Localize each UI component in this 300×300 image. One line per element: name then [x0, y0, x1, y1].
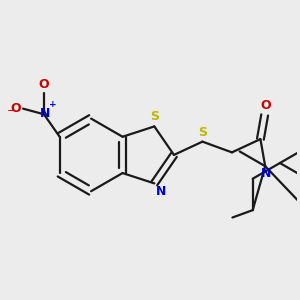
Text: N: N	[261, 167, 272, 180]
Text: N: N	[156, 185, 167, 198]
Text: O: O	[260, 99, 271, 112]
Text: O: O	[11, 102, 21, 115]
Text: S: S	[150, 110, 159, 124]
Text: S: S	[198, 126, 207, 139]
Text: O: O	[39, 78, 49, 91]
Text: +: +	[49, 100, 56, 109]
Text: −: −	[7, 106, 16, 116]
Text: N: N	[40, 107, 50, 120]
